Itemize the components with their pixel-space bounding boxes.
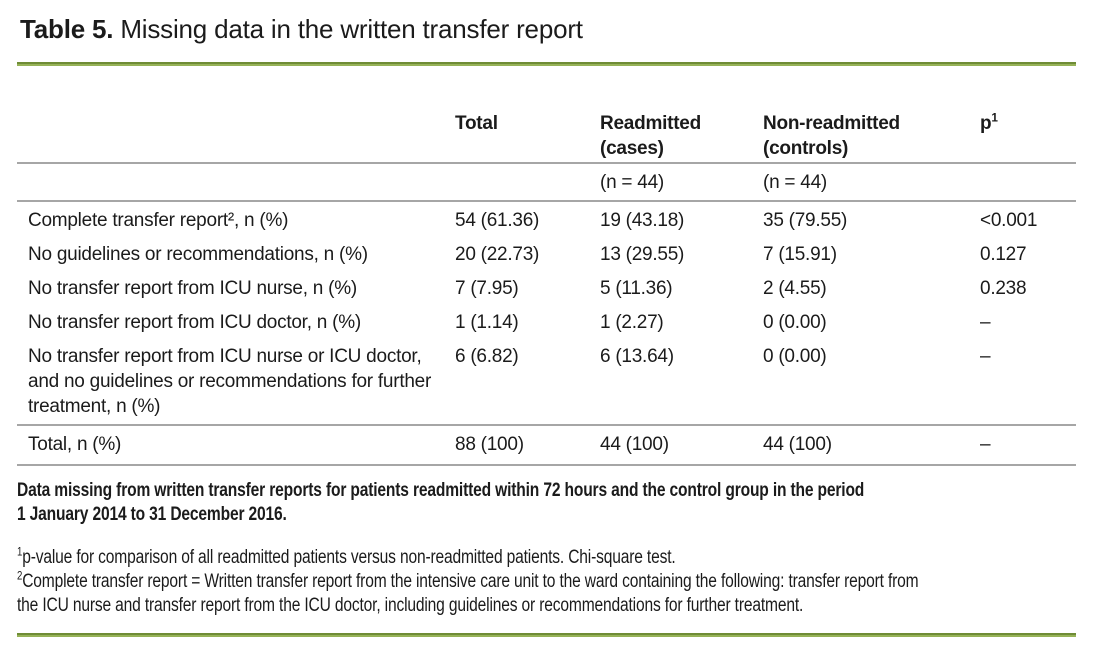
cell-non-readmitted: 0 (0.00) — [763, 346, 827, 367]
caption-line-1: Data missing from written transfer repor… — [17, 480, 865, 501]
cell-readmitted: 6 (13.64) — [600, 346, 674, 367]
caption-line-2: 1 January 2014 to 31 December 2016. — [17, 504, 287, 525]
table-row: No transfer report from ICU doctor, n (%… — [17, 306, 1076, 340]
missing-data-table: Total Readmitted (cases) Non-readmitted … — [17, 102, 1076, 466]
cell-p-value: <0.001 — [980, 200, 1076, 238]
table-title: Table 5. Missing data in the written tra… — [20, 14, 583, 45]
footnote-1-text: p-value for comparison of all readmitted… — [22, 547, 676, 568]
cell-non-readmitted: 35 (79.55) — [763, 200, 980, 238]
row-label: No transfer report from ICU nurse, n (%) — [28, 278, 357, 299]
total-cell-total: 88 (100) — [455, 424, 600, 466]
header-non-readmitted: Non-readmitted (controls) — [763, 102, 980, 163]
footnote-1-superscript: 1 — [17, 545, 23, 559]
cell-p-value: – — [980, 346, 991, 367]
footnote-2-line-2: the ICU nurse and transfer report from t… — [17, 594, 919, 618]
total-cell-p-value: – — [980, 424, 1076, 466]
header-readmitted-line2: (cases) — [600, 138, 664, 159]
cell-non-readmitted: 0 (0.00) — [763, 312, 827, 333]
footnote-2-line-1: 2Complete transfer report = Written tran… — [17, 570, 919, 594]
footnote-2-text-line-2: the ICU nurse and transfer report from t… — [17, 595, 804, 616]
row-label: No guidelines or recommendations, n (%) — [28, 244, 368, 265]
header-non-readmitted-line1: Non-readmitted — [763, 113, 900, 134]
table-row: No guidelines or recommendations, n (%) … — [17, 238, 1076, 272]
header-row: Total Readmitted (cases) Non-readmitted … — [17, 102, 1076, 163]
footnote-2-superscript: 2 — [17, 569, 23, 583]
cell-non-readmitted: 7 (15.91) — [763, 244, 837, 265]
total-cell-readmitted: 44 (100) — [600, 424, 763, 466]
cell-readmitted: 19 (43.18) — [600, 200, 763, 238]
cell-readmitted: 13 (29.55) — [600, 244, 685, 265]
row-label: No transfer report from ICU doctor, n (%… — [28, 312, 361, 333]
table-row: Complete transfer report², n (%) 54 (61.… — [17, 200, 1076, 238]
cell-p-value: 0.238 — [980, 278, 1027, 299]
header-total-label: Total — [455, 113, 498, 134]
header-empty — [17, 102, 455, 163]
total-cell-non-readmitted: 44 (100) — [763, 424, 980, 466]
cell-total: 6 (6.82) — [455, 346, 519, 367]
table-footnotes: 1p-value for comparison of all readmitte… — [17, 546, 1093, 618]
header-p: p1 — [980, 102, 1076, 163]
cell-p-value: – — [980, 312, 991, 333]
table-row: No transfer report from ICU nurse or ICU… — [17, 340, 1076, 425]
table-title-text: Missing data in the written transfer rep… — [113, 14, 583, 44]
header-readmitted: Readmitted (cases) — [600, 102, 763, 163]
cell-total: 54 (61.36) — [455, 200, 600, 238]
footnote-2-text-line-1: Complete transfer report = Written trans… — [22, 571, 919, 592]
header-non-readmitted-line2: (controls) — [763, 138, 849, 159]
table-number: Table 5. — [20, 14, 114, 44]
row-label: Complete transfer report², n (%) — [17, 200, 455, 238]
subheader-row: (n = 44) (n = 44) — [17, 162, 1076, 201]
subheader-total — [455, 162, 600, 201]
cell-total: 1 (1.14) — [455, 312, 519, 333]
cell-total: 20 (22.73) — [455, 244, 540, 265]
cell-total: 7 (7.95) — [455, 278, 519, 299]
bottom-green-divider — [17, 633, 1076, 637]
header-readmitted-line1: Readmitted — [600, 113, 701, 134]
header-p-label: p — [980, 113, 992, 134]
cell-readmitted: 1 (2.27) — [600, 312, 664, 333]
row-label: No transfer report from ICU nurse or ICU… — [28, 346, 432, 417]
subheader-p — [980, 162, 1076, 201]
cell-non-readmitted: 2 (4.55) — [763, 278, 827, 299]
table-caption: Data missing from written transfer repor… — [17, 479, 1050, 527]
header-total: Total — [455, 102, 600, 163]
header-p-superscript: 1 — [991, 111, 998, 125]
subheader-readmitted-n: (n = 44) — [600, 162, 763, 201]
subheader-non-readmitted-n: (n = 44) — [763, 162, 980, 201]
subheader-empty — [17, 162, 455, 201]
total-row-label: Total, n (%) — [17, 424, 455, 466]
top-green-divider — [17, 62, 1076, 66]
total-row: Total, n (%) 88 (100) 44 (100) 44 (100) … — [17, 424, 1076, 466]
cell-readmitted: 5 (11.36) — [600, 278, 673, 299]
footnote-1: 1p-value for comparison of all readmitte… — [17, 546, 919, 570]
cell-p-value: 0.127 — [980, 244, 1027, 265]
table-row: No transfer report from ICU nurse, n (%)… — [17, 272, 1076, 306]
